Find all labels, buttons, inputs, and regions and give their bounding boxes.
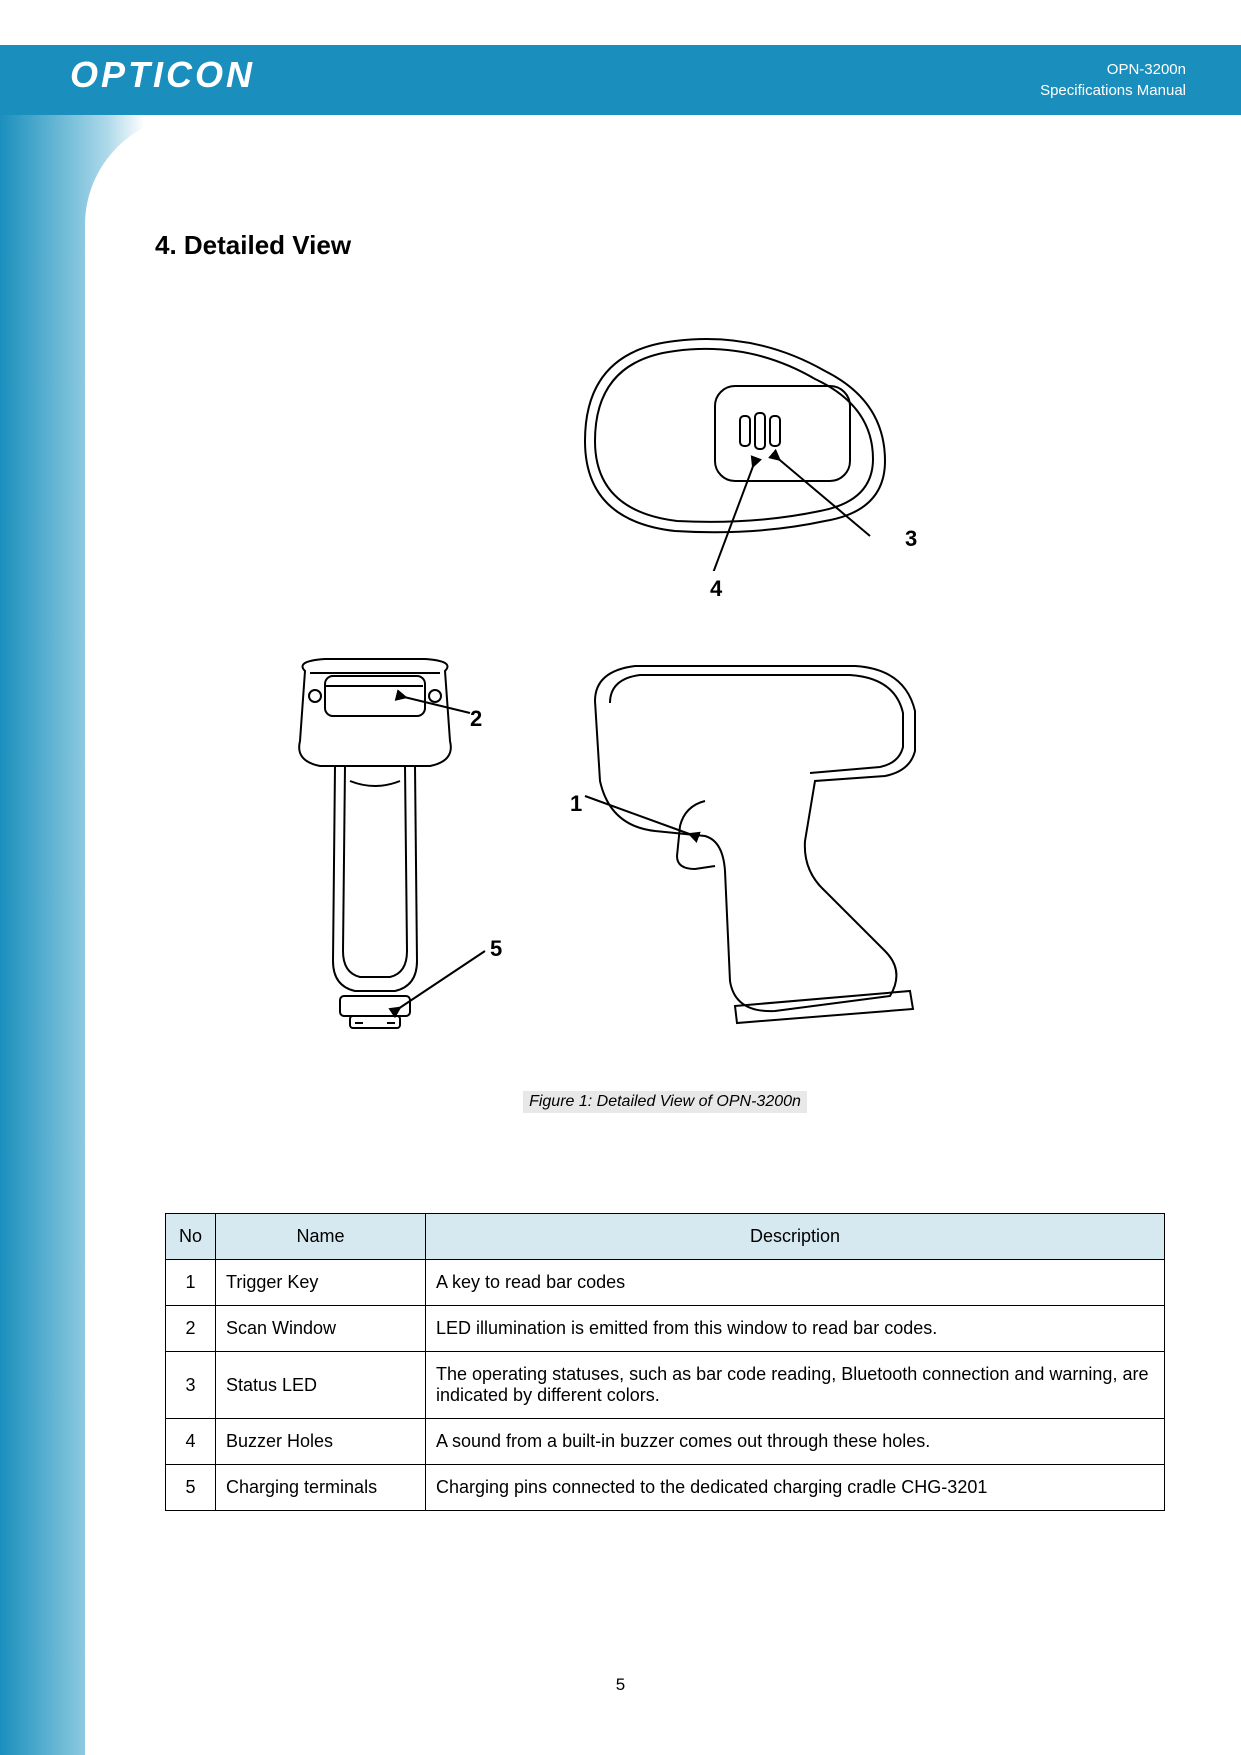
table-row: 5 Charging terminals Charging pins conne… <box>166 1465 1165 1511</box>
opticon-logo-icon: OPTICON <box>70 55 370 95</box>
device-top-view-icon <box>555 311 935 571</box>
cell-name: Trigger Key <box>216 1260 426 1306</box>
table-row: 3 Status LED The operating statuses, suc… <box>166 1352 1165 1419</box>
figure-caption-wrap: Figure 1: Detailed View of OPN-3200n <box>155 1091 1175 1163</box>
cell-desc: LED illumination is emitted from this wi… <box>426 1306 1165 1352</box>
table-header-row: No Name Description <box>166 1214 1165 1260</box>
cell-desc: A key to read bar codes <box>426 1260 1165 1306</box>
table-row: 4 Buzzer Holes A sound from a built-in b… <box>166 1419 1165 1465</box>
cell-name: Scan Window <box>216 1306 426 1352</box>
callout-5: 5 <box>490 936 502 962</box>
cell-name: Buzzer Holes <box>216 1419 426 1465</box>
th-description: Description <box>426 1214 1165 1260</box>
th-no: No <box>166 1214 216 1260</box>
table-row: 2 Scan Window LED illumination is emitte… <box>166 1306 1165 1352</box>
header-product-info: OPN-3200n Specifications Manual <box>1040 59 1186 101</box>
page-number: 5 <box>0 1675 1241 1695</box>
cell-no: 5 <box>166 1465 216 1511</box>
callout-2: 2 <box>470 706 482 732</box>
cell-name: Status LED <box>216 1352 426 1419</box>
cell-desc: Charging pins connected to the dedicated… <box>426 1465 1165 1511</box>
header-bar: OPTICON OPN-3200n Specifications Manual <box>0 45 1241 115</box>
figure-caption: Figure 1: Detailed View of OPN-3200n <box>523 1091 807 1113</box>
callout-4: 4 <box>710 576 722 602</box>
product-name: OPN-3200n <box>1040 59 1186 80</box>
th-name: Name <box>216 1214 426 1260</box>
parts-table: No Name Description 1 Trigger Key A key … <box>165 1213 1165 1511</box>
callout-3: 3 <box>905 526 917 552</box>
device-side-view-icon <box>555 641 995 1041</box>
cell-no: 3 <box>166 1352 216 1419</box>
cell-no: 1 <box>166 1260 216 1306</box>
doc-subtitle: Specifications Manual <box>1040 80 1186 101</box>
svg-text:OPTICON: OPTICON <box>70 55 255 95</box>
cell-desc: A sound from a built-in buzzer comes out… <box>426 1419 1165 1465</box>
figure-area: 3 4 2 1 5 <box>155 301 1175 1061</box>
main-content: 4. Detailed View <box>155 230 1175 1511</box>
callout-1: 1 <box>570 791 582 817</box>
cell-no: 4 <box>166 1419 216 1465</box>
cell-name: Charging terminals <box>216 1465 426 1511</box>
section-title: 4. Detailed View <box>155 230 1175 261</box>
brand-logo: OPTICON <box>70 55 370 105</box>
cell-desc: The operating statuses, such as bar code… <box>426 1352 1165 1419</box>
table-row: 1 Trigger Key A key to read bar codes <box>166 1260 1165 1306</box>
cell-no: 2 <box>166 1306 216 1352</box>
